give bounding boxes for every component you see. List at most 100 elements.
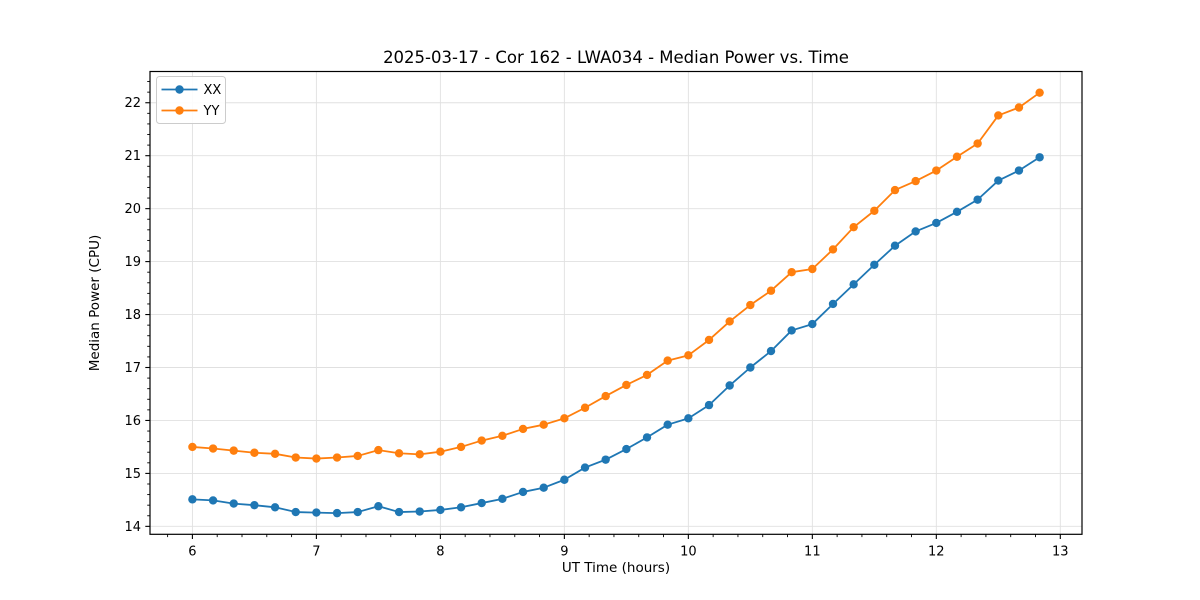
data-point-yy (642, 370, 652, 380)
data-point-yy (188, 442, 197, 452)
legend-box (156, 76, 226, 124)
data-point-yy (911, 176, 920, 186)
data-point-yy (477, 436, 486, 445)
data-point-xx (188, 495, 197, 504)
data-point-yy (539, 420, 548, 429)
axes-spines-and-ticks (145, 70, 1083, 539)
data-point-xx (828, 299, 838, 309)
tick-labels: 6 7 8 9 10 11 12 13 14 15 16 17 18 19 20 21 22 (124, 96, 1068, 559)
data-point-xx (870, 260, 879, 269)
y-tick-label: 22 (124, 96, 141, 111)
data-point-xx (208, 496, 218, 505)
legend-label-yy: YY (203, 104, 220, 119)
y-tick-label: 18 (124, 308, 141, 323)
data-point-xx (622, 444, 631, 454)
data-point-yy (332, 453, 342, 462)
data-point-yy (663, 356, 672, 365)
data-point-yy (1014, 103, 1024, 112)
data-point-yy (787, 267, 796, 277)
data-point-xx (270, 503, 280, 512)
data-point-yy (1035, 88, 1044, 97)
data-point-xx (994, 176, 1003, 185)
data-point-yy (952, 152, 962, 161)
legend-marker-yy (175, 106, 184, 115)
data-point-yy (684, 351, 693, 360)
data-point-xx (601, 455, 610, 464)
data-point-yy (353, 451, 362, 461)
data-point-xx (663, 420, 672, 429)
data-point-yy (601, 391, 610, 401)
series-line-yy (192, 91, 1041, 460)
data-point-xx (374, 502, 383, 511)
grid-lines (150, 71, 1082, 535)
data-point-yy (518, 424, 528, 434)
data-point-xx (477, 498, 486, 508)
data-point-xx (746, 363, 755, 372)
x-tick-label: 12 (928, 544, 945, 559)
data-point-yy (932, 166, 941, 175)
data-point-yy (291, 453, 300, 462)
data-point-yy (270, 449, 280, 459)
data-point-yy (849, 222, 858, 232)
data-point-yy (312, 454, 321, 463)
data-point-xx (560, 475, 569, 484)
data-point-yy (973, 139, 982, 148)
axes-spines (149, 70, 1083, 535)
data-point-xx (539, 483, 548, 492)
data-point-xx (436, 505, 445, 515)
data-point-yy (994, 111, 1003, 120)
x-tick-label: 6 (188, 544, 196, 559)
data-point-xx (932, 218, 941, 228)
y-tick-label: 19 (124, 255, 141, 270)
data-point-xx (394, 507, 404, 517)
data-point-xx (849, 280, 858, 289)
y-tick-label: 21 (124, 149, 141, 164)
y-axis-label: Median Power (CPU) (87, 235, 103, 371)
y-tick-label: 15 (124, 467, 141, 482)
data-point-xx (642, 433, 652, 442)
data-point-xx (973, 195, 982, 204)
data-point-xx (498, 494, 507, 504)
x-axis-label: UT Time (hours) (562, 560, 670, 576)
data-point-yy (456, 442, 466, 452)
data-point-yy (498, 431, 507, 441)
data-point-xx (725, 381, 734, 390)
data-point-xx (353, 507, 362, 517)
data-point-xx (250, 500, 259, 510)
data-point-xx (766, 346, 776, 356)
data-point-xx (332, 508, 342, 518)
chart-title: 2025-03-17 - Cor 162 - LWA034 - Median P… (383, 48, 849, 67)
data-point-xx (911, 227, 920, 236)
data-point-yy (250, 448, 259, 457)
data-point-xx (704, 400, 714, 410)
data-point-yy (560, 414, 569, 423)
data-point-xx (787, 326, 796, 335)
data-point-yy (725, 317, 734, 326)
y-tick-label: 14 (124, 520, 141, 535)
data-point-yy (374, 445, 383, 455)
data-point-xx (1035, 153, 1044, 162)
data-point-yy (870, 206, 879, 215)
data-point-yy (746, 300, 755, 310)
y-tick-label: 17 (124, 361, 141, 376)
x-tick-label: 10 (680, 544, 697, 559)
data-point-yy (229, 446, 238, 455)
x-tick-label: 13 (1052, 544, 1069, 559)
data-point-xx (291, 507, 300, 517)
y-tick-label: 16 (124, 414, 141, 429)
data-point-xx (229, 499, 238, 508)
data-point-xx (456, 503, 466, 512)
data-point-yy (766, 286, 776, 295)
data-point-yy (622, 380, 631, 390)
data-point-yy (415, 450, 424, 459)
data-point-xx (415, 507, 424, 516)
x-tick-label: 11 (804, 544, 821, 559)
legend-label-xx: XX (204, 83, 222, 98)
data-point-xx (952, 207, 962, 217)
data-point-xx (312, 508, 321, 517)
legend[interactable]: XX YY (156, 76, 226, 124)
data-point-yy (808, 264, 817, 274)
data-point-xx (684, 414, 693, 423)
